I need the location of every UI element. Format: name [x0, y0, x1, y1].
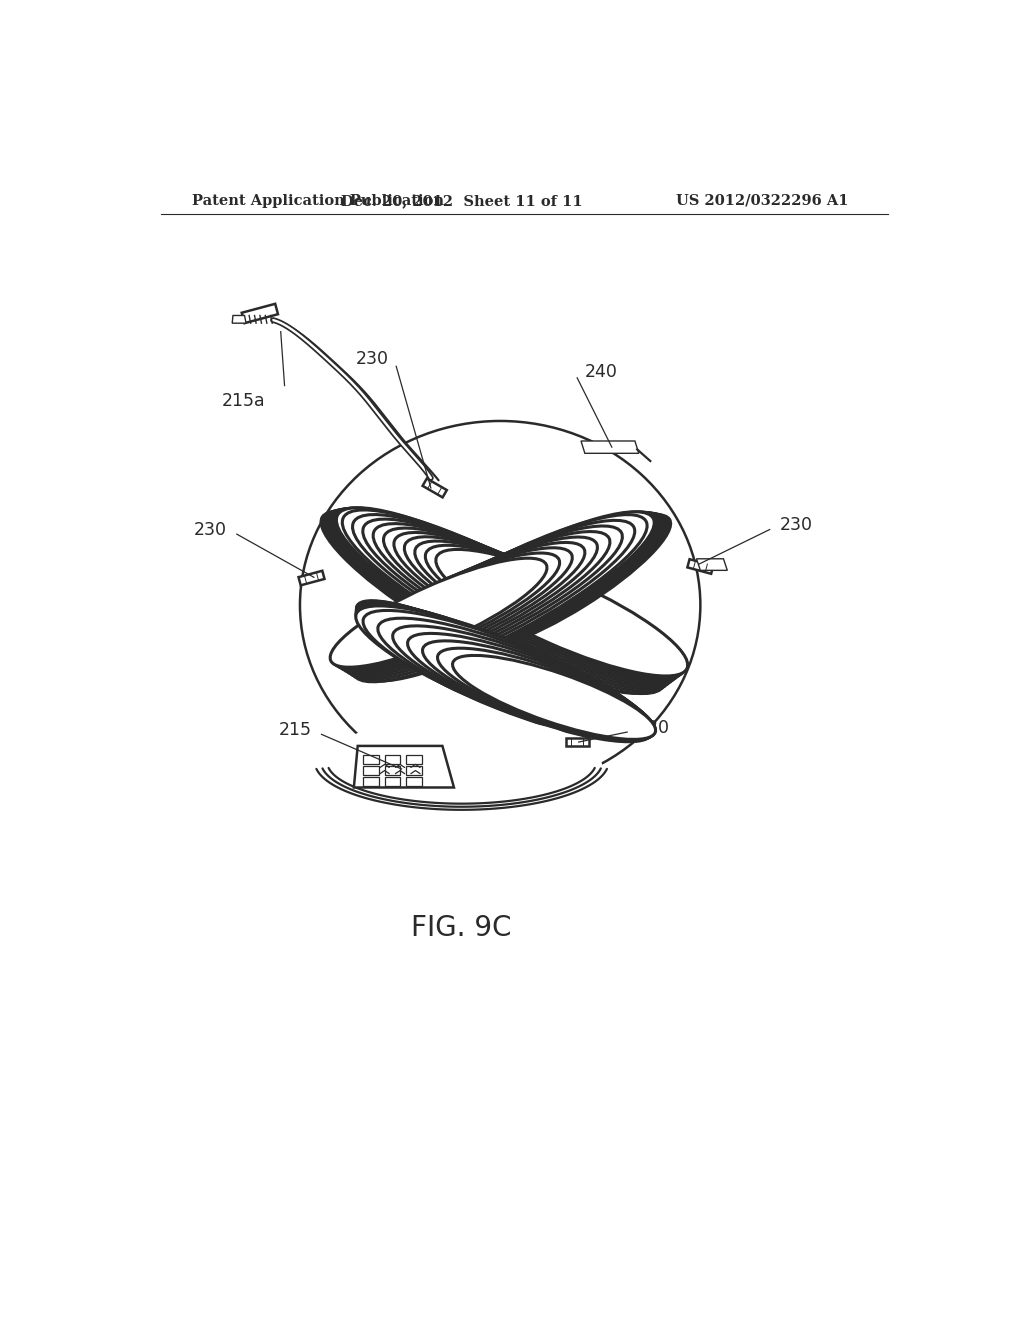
Ellipse shape	[375, 512, 656, 677]
Polygon shape	[232, 315, 246, 323]
Ellipse shape	[356, 605, 629, 733]
Polygon shape	[299, 570, 325, 585]
Polygon shape	[581, 441, 639, 453]
Ellipse shape	[384, 528, 675, 685]
Polygon shape	[565, 738, 589, 746]
Ellipse shape	[356, 602, 583, 714]
Ellipse shape	[333, 508, 635, 688]
Ellipse shape	[330, 510, 612, 682]
Polygon shape	[687, 560, 714, 574]
Ellipse shape	[441, 513, 667, 657]
Ellipse shape	[352, 515, 668, 692]
Ellipse shape	[437, 648, 655, 739]
Ellipse shape	[356, 603, 598, 721]
Ellipse shape	[347, 525, 623, 677]
Ellipse shape	[468, 515, 671, 649]
Text: 230: 230	[194, 520, 226, 539]
Ellipse shape	[350, 520, 635, 680]
Polygon shape	[423, 479, 446, 498]
Bar	[407, 755, 422, 764]
Ellipse shape	[428, 513, 665, 661]
Ellipse shape	[373, 524, 673, 688]
Text: 240: 240	[585, 363, 617, 381]
Bar	[364, 776, 379, 785]
Ellipse shape	[455, 515, 669, 653]
Ellipse shape	[341, 537, 597, 675]
Ellipse shape	[388, 512, 658, 673]
Bar	[364, 766, 379, 775]
Ellipse shape	[355, 606, 644, 739]
Polygon shape	[354, 746, 454, 788]
Ellipse shape	[404, 537, 680, 681]
Text: Patent Application Publication: Patent Application Publication	[193, 194, 444, 207]
Ellipse shape	[323, 511, 567, 671]
Text: US 2012/0322296 A1: US 2012/0322296 A1	[676, 194, 848, 207]
Bar	[407, 776, 422, 785]
Ellipse shape	[328, 510, 601, 680]
Ellipse shape	[356, 603, 613, 727]
Text: 215a: 215a	[221, 392, 265, 411]
Ellipse shape	[415, 541, 683, 680]
Bar	[385, 776, 400, 785]
Ellipse shape	[362, 519, 670, 689]
Ellipse shape	[300, 421, 700, 789]
Ellipse shape	[330, 558, 547, 667]
Ellipse shape	[361, 512, 654, 681]
Bar	[242, 304, 278, 323]
Ellipse shape	[342, 510, 665, 693]
Ellipse shape	[453, 656, 655, 739]
Text: FIG. 9C: FIG. 9C	[412, 915, 512, 942]
Ellipse shape	[436, 549, 688, 676]
Ellipse shape	[322, 512, 556, 668]
Ellipse shape	[322, 717, 602, 817]
Text: 215: 215	[279, 721, 311, 739]
Ellipse shape	[356, 601, 552, 702]
Text: 230: 230	[637, 719, 671, 737]
Ellipse shape	[333, 553, 560, 669]
Ellipse shape	[423, 640, 654, 739]
Ellipse shape	[425, 545, 685, 677]
Ellipse shape	[415, 512, 663, 665]
Bar	[364, 755, 379, 764]
Bar	[407, 766, 422, 775]
Ellipse shape	[338, 543, 585, 672]
Ellipse shape	[392, 626, 654, 741]
Ellipse shape	[344, 532, 610, 676]
Ellipse shape	[401, 512, 660, 669]
Polygon shape	[696, 558, 727, 570]
Text: 230: 230	[355, 350, 388, 367]
Ellipse shape	[335, 508, 646, 690]
Ellipse shape	[408, 634, 654, 741]
Ellipse shape	[327, 510, 590, 677]
Bar	[385, 766, 400, 775]
Text: Dec. 20, 2012  Sheet 11 of 11: Dec. 20, 2012 Sheet 11 of 11	[341, 194, 583, 207]
Text: 230: 230	[779, 516, 813, 533]
Bar	[385, 755, 400, 764]
Ellipse shape	[364, 610, 652, 742]
Ellipse shape	[296, 418, 705, 792]
Ellipse shape	[332, 508, 624, 685]
Ellipse shape	[356, 602, 567, 709]
Ellipse shape	[325, 511, 579, 673]
Ellipse shape	[336, 548, 572, 671]
Ellipse shape	[353, 515, 647, 682]
Ellipse shape	[394, 532, 678, 684]
Ellipse shape	[337, 508, 657, 693]
Ellipse shape	[378, 618, 653, 741]
